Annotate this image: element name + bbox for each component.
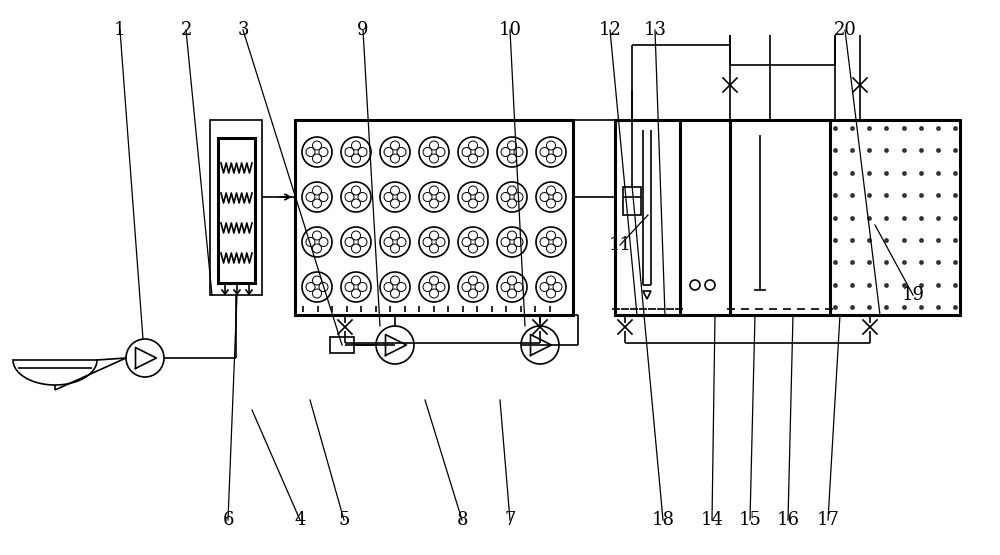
Text: 1: 1 (114, 21, 126, 39)
Text: 18: 18 (652, 511, 674, 529)
Text: 14: 14 (701, 511, 723, 529)
Text: 7: 7 (504, 511, 516, 529)
Bar (330, 337, 354, 353)
Text: 17: 17 (817, 511, 839, 529)
Text: 10: 10 (498, 21, 522, 39)
Text: 4: 4 (294, 511, 306, 529)
Text: 12: 12 (599, 21, 621, 39)
Bar (218, 138, 255, 283)
Text: 9: 9 (357, 21, 369, 39)
Bar (210, 120, 262, 295)
Text: 6: 6 (222, 511, 234, 529)
Text: 16: 16 (776, 511, 800, 529)
Text: 11: 11 (608, 236, 632, 254)
Text: 15: 15 (739, 511, 761, 529)
Text: 8: 8 (456, 511, 468, 529)
Bar (623, 187, 641, 215)
Text: 3: 3 (237, 21, 249, 39)
Text: 5: 5 (338, 511, 350, 529)
Bar (615, 120, 960, 315)
Bar (295, 120, 573, 315)
Text: 20: 20 (834, 21, 856, 39)
Text: 13: 13 (644, 21, 666, 39)
Text: 2: 2 (180, 21, 192, 39)
Text: 19: 19 (902, 286, 924, 304)
